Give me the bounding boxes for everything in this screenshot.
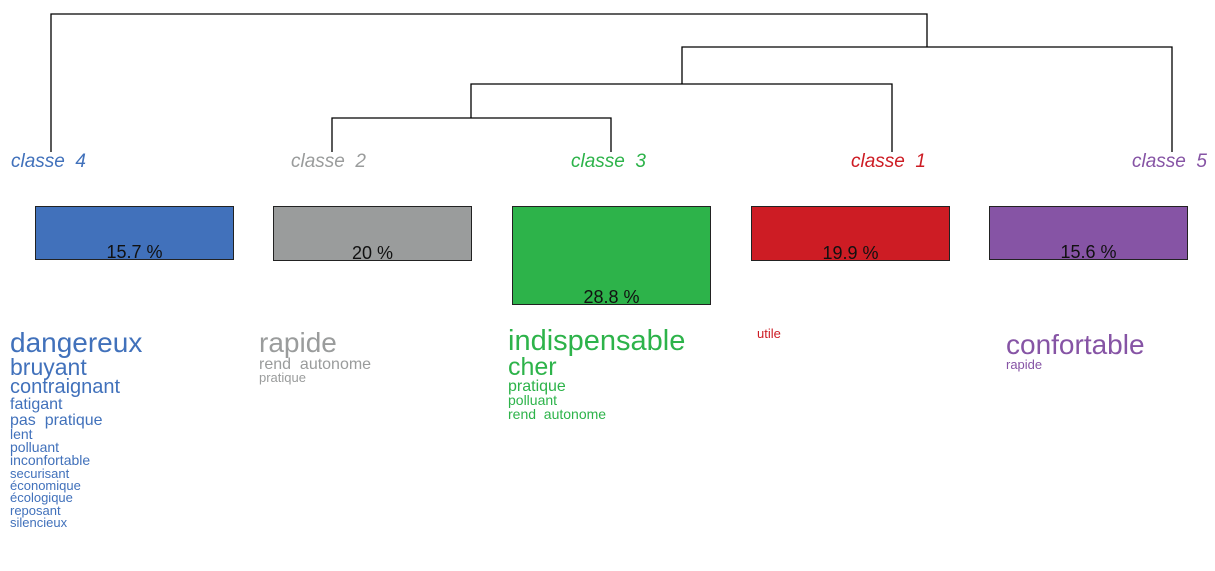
class-words-4: dangereux bruyant contraignant fatigant pas … — [10, 327, 143, 531]
class-word: pratique — [508, 378, 566, 396]
class-words-5: confortable rapide — [1006, 329, 1145, 372]
class-word: reposant — [10, 502, 61, 518]
class-label-2: classe 2 — [291, 151, 366, 172]
class-label-5: classe 5 — [1132, 151, 1207, 172]
class-percent-5: 15.6 % — [1060, 242, 1117, 262]
class-label-1: classe 1 — [851, 151, 926, 172]
class-word: contraignant — [10, 376, 121, 399]
class-percent-4: 15.7 % — [106, 242, 163, 262]
class-word: securisant — [10, 465, 70, 481]
class-label-4: classe 4 — [11, 151, 86, 172]
dendrogram-branch-middle — [470, 83, 893, 152]
class-word: silencieux — [10, 515, 68, 531]
class-box-5: 15.6 % — [989, 206, 1188, 262]
dendrogram — [50, 13, 1173, 152]
class-word: cher — [508, 352, 557, 381]
class-word: polluant — [508, 392, 558, 409]
class-word: utile — [757, 326, 781, 341]
class-word: fatigant — [10, 396, 63, 414]
class-word: écologique — [10, 490, 73, 506]
class-word: pas pratique — [10, 411, 103, 429]
class-percent-1: 19.9 % — [822, 243, 879, 263]
dendrogram-branch-upper — [681, 46, 1173, 152]
class-word: économique — [10, 478, 81, 494]
class-box-2: 20 % — [273, 206, 472, 263]
class-word: pratique — [259, 369, 306, 385]
class-word: rend autonome — [259, 355, 372, 373]
dendrogram-branch-lower — [331, 117, 612, 152]
class-word: polluant — [10, 439, 60, 456]
class-box-1: 19.9 % — [751, 206, 950, 263]
class-word: rapide — [259, 327, 337, 358]
class-word: rend autonome — [508, 405, 607, 422]
class-word: dangereux — [10, 327, 143, 358]
class-words-1: utile — [757, 326, 781, 341]
class-word: bruyant — [10, 353, 87, 380]
class-percent-2: 20 % — [351, 243, 394, 263]
class-percent-3: 28.8 % — [583, 287, 640, 307]
class-words-2: rapide rend autonome pratique — [259, 327, 372, 385]
dendrogram-branch-root — [50, 13, 928, 152]
class-box-3: 28.8 % — [512, 206, 711, 307]
class-word: inconfortable — [10, 452, 91, 469]
class-word: confortable — [1006, 329, 1145, 360]
class-word: indispensable — [508, 325, 686, 357]
class-label-3: classe 3 — [571, 151, 646, 172]
class-word: lent — [10, 425, 33, 442]
class-box-4: 15.7 % — [35, 206, 234, 262]
class-word: rapide — [1006, 356, 1043, 372]
class-words-3: indispensable cher pratique polluant rend au… — [508, 325, 686, 422]
